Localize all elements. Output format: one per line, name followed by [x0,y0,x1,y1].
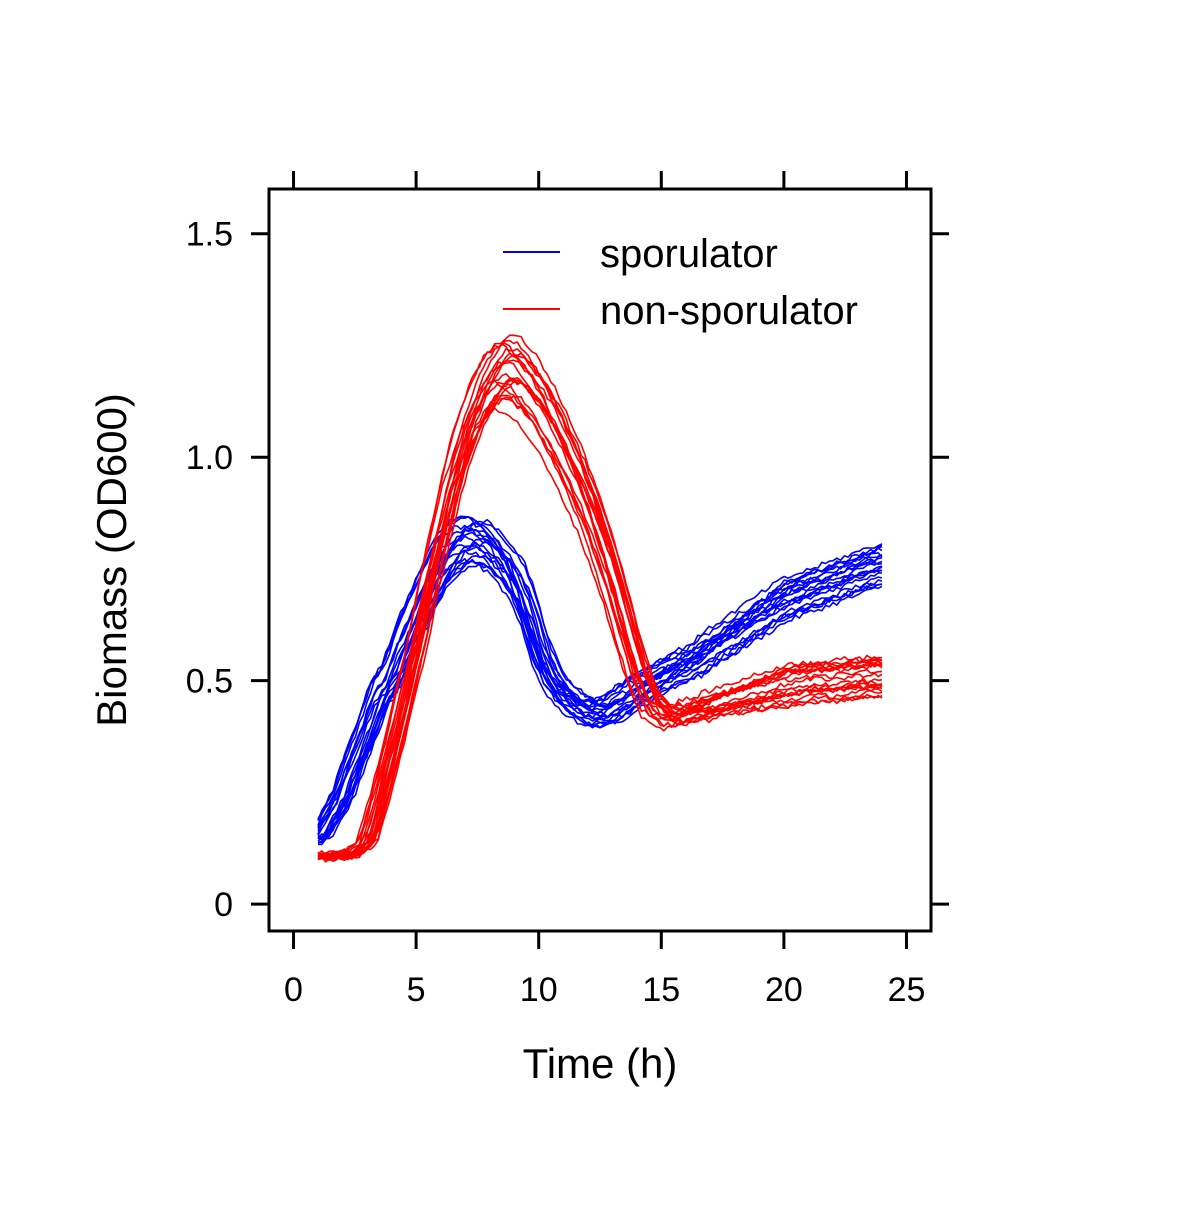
legend-label-non-sporulator: non-sporulator [600,289,858,333]
series-line-non-sporulator [317,379,883,860]
plot-frame [267,187,933,933]
series-line-non-sporulator [317,377,883,861]
x-tick-label: 0 [284,971,303,1009]
series-line-non-sporulator [317,352,883,858]
x-tick-label: 15 [642,971,680,1009]
series-line-non-sporulator [317,395,883,861]
series-line-non-sporulator [318,339,883,856]
series-line-sporulator [317,527,883,832]
series-line-non-sporulator [317,352,883,858]
series-line-non-sporulator [317,377,883,861]
series-group-non-sporulator [317,334,883,863]
legend: sporulator non-sporulator [503,232,858,333]
x-axis-label: Time (h) [523,1040,678,1087]
series-line-non-sporulator [317,394,883,861]
series-line-non-sporulator [317,381,883,861]
series-layer [317,334,883,863]
series-line-non-sporulator [317,377,883,860]
y-tick-label: 0.5 [186,663,233,701]
legend-label-sporulator: sporulator [600,232,778,276]
series-line-sporulator [317,515,883,826]
y-tick-label: 1.5 [186,216,233,254]
y-axis-label: Biomass (OD600) [88,393,135,727]
series-line-non-sporulator [317,361,883,859]
series-line-non-sporulator [317,397,883,862]
x-tick-label: 10 [520,971,558,1009]
y-tick-label: 0 [214,886,233,924]
series-line-non-sporulator [317,342,883,857]
x-tick-label: 20 [765,971,803,1009]
series-line-sporulator [317,516,883,820]
axis-layer: 0 5 10 15 20 25 0 0.5 1.0 1.5 [186,171,949,1009]
x-tick-label: 5 [407,971,426,1009]
series-line-sporulator [317,518,883,839]
x-tick-label: 25 [888,971,926,1009]
y-tick-label: 1.0 [186,439,233,477]
series-line-non-sporulator [317,379,883,860]
